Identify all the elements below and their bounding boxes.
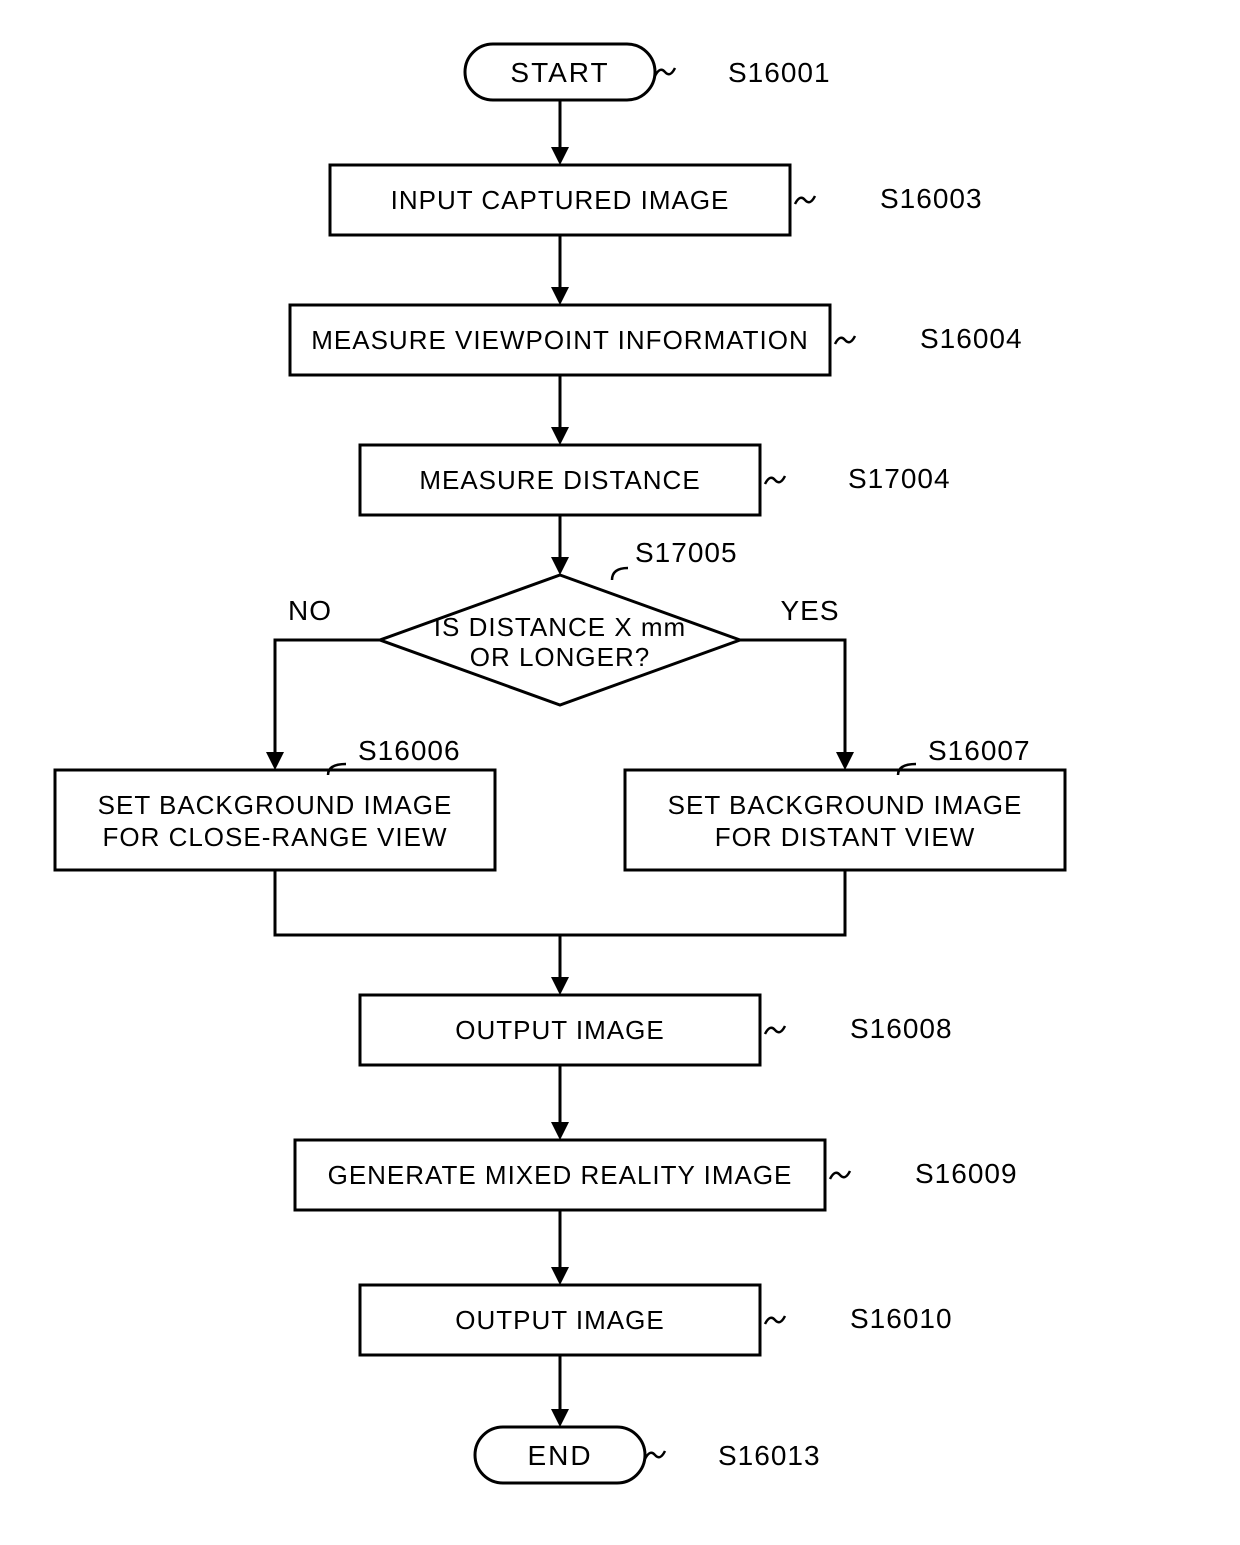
svg-text:SET BACKGROUND IMAGE: SET BACKGROUND IMAGE (98, 790, 453, 820)
node-n7 (625, 770, 1065, 870)
svg-text:YES: YES (780, 595, 839, 626)
node-n6 (55, 770, 495, 870)
svg-text:IS DISTANCE X mm: IS DISTANCE X mm (434, 612, 686, 642)
svg-text:S17004: S17004 (848, 463, 951, 494)
svg-text:S16006: S16006 (358, 735, 461, 766)
svg-text:S16010: S16010 (850, 1303, 953, 1334)
svg-text:MEASURE DISTANCE: MEASURE DISTANCE (419, 465, 700, 495)
svg-text:S16001: S16001 (728, 57, 831, 88)
svg-text:S16007: S16007 (928, 735, 1031, 766)
svg-text:INPUT CAPTURED IMAGE: INPUT CAPTURED IMAGE (391, 185, 730, 215)
svg-text:S16013: S16013 (718, 1440, 821, 1471)
svg-text:FOR CLOSE-RANGE VIEW: FOR CLOSE-RANGE VIEW (102, 822, 447, 852)
svg-text:S17005: S17005 (635, 537, 738, 568)
svg-text:OUTPUT IMAGE: OUTPUT IMAGE (455, 1015, 664, 1045)
svg-text:GENERATE MIXED REALITY IMAGE: GENERATE MIXED REALITY IMAGE (328, 1160, 793, 1190)
svg-text:MEASURE VIEWPOINT INFORMATION: MEASURE VIEWPOINT INFORMATION (311, 325, 809, 355)
svg-text:S16008: S16008 (850, 1013, 953, 1044)
svg-text:S16004: S16004 (920, 323, 1023, 354)
svg-text:NO: NO (288, 595, 332, 626)
svg-text:S16009: S16009 (915, 1158, 1018, 1189)
svg-text:OR LONGER?: OR LONGER? (470, 642, 651, 672)
svg-text:END: END (527, 1440, 592, 1471)
svg-text:S16003: S16003 (880, 183, 983, 214)
svg-text:FOR DISTANT VIEW: FOR DISTANT VIEW (715, 822, 976, 852)
svg-text:SET BACKGROUND IMAGE: SET BACKGROUND IMAGE (668, 790, 1023, 820)
svg-text:OUTPUT IMAGE: OUTPUT IMAGE (455, 1305, 664, 1335)
svg-text:START: START (510, 57, 609, 88)
